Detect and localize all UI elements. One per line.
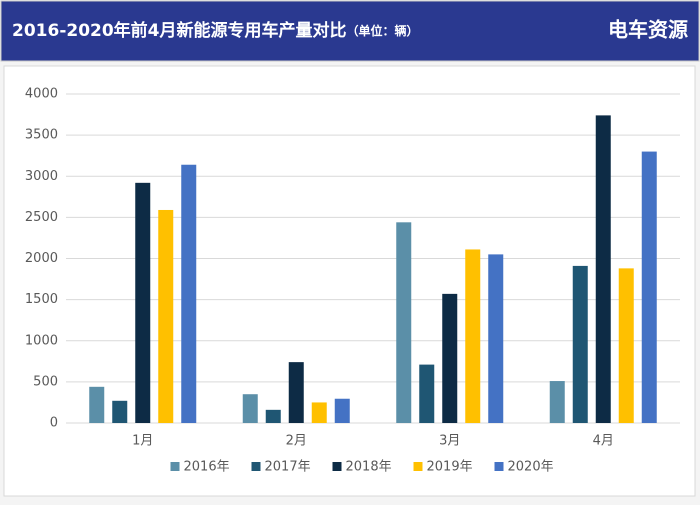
bar xyxy=(158,209,174,423)
bar xyxy=(396,222,412,423)
y-tick-label: 2000 xyxy=(25,251,58,266)
legend-swatch xyxy=(170,462,180,471)
bar xyxy=(618,268,634,423)
bar xyxy=(595,115,611,423)
legend-label: 2016年 xyxy=(184,460,230,475)
x-tick-label: 2月 xyxy=(286,434,307,449)
bar xyxy=(242,394,258,423)
bar xyxy=(311,402,327,423)
plot-panel xyxy=(3,65,696,497)
chart-title-unit: （单位：辆） xyxy=(347,23,419,38)
legend-swatch xyxy=(494,462,504,471)
y-tick-label: 1000 xyxy=(25,333,58,348)
bar xyxy=(572,265,588,423)
bar xyxy=(135,182,151,423)
legend-label: 2018年 xyxy=(346,460,392,475)
legend-label: 2019年 xyxy=(427,460,473,475)
bar xyxy=(288,362,304,423)
logo: 电车资源 xyxy=(608,18,688,42)
y-tick-label: 2500 xyxy=(25,210,58,225)
legend-label: 2017年 xyxy=(265,460,311,475)
bar xyxy=(641,151,657,423)
y-tick-label: 500 xyxy=(33,374,58,389)
x-tick-label: 4月 xyxy=(593,434,614,449)
bar xyxy=(112,400,128,423)
chart-title: 2016-2020年前4月新能源专用车产量对比（单位：辆） xyxy=(12,20,419,41)
x-tick-label: 1月 xyxy=(132,434,153,449)
bar xyxy=(442,293,458,423)
bar xyxy=(419,364,435,423)
chart-title-main: 2016-2020年前4月新能源专用车产量对比 xyxy=(12,20,347,41)
bar xyxy=(465,249,481,423)
legend-label: 2020年 xyxy=(508,460,554,475)
legend-swatch xyxy=(332,462,342,471)
y-tick-label: 1500 xyxy=(25,292,58,307)
legend-swatch xyxy=(251,462,261,471)
legend-swatch xyxy=(413,462,423,471)
title-bar xyxy=(0,0,700,62)
bar xyxy=(89,386,105,423)
bar xyxy=(181,164,197,424)
bar xyxy=(488,254,504,423)
x-tick-label: 3月 xyxy=(439,434,460,449)
bar xyxy=(549,381,565,423)
y-tick-label: 4000 xyxy=(25,87,58,102)
y-tick-label: 3000 xyxy=(25,169,58,184)
y-tick-label: 0 xyxy=(50,416,58,431)
bar xyxy=(265,409,281,423)
bar xyxy=(334,398,350,423)
y-tick-label: 3500 xyxy=(25,128,58,143)
